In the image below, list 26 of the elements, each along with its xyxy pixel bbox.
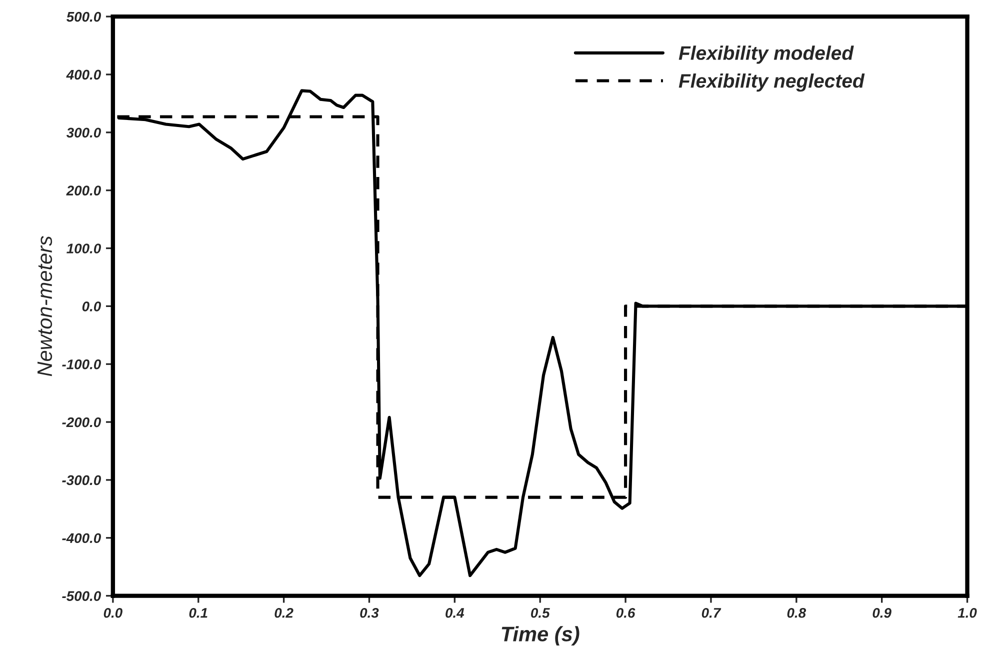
legend-label: Flexibility modeled	[678, 46, 854, 64]
y-tick-label: 100.0	[66, 244, 101, 254]
y-tick-label: 300.0	[66, 128, 101, 138]
y-tick-label: -500.0	[62, 591, 101, 601]
y-tick-label: -200.0	[62, 417, 101, 428]
y-tick-label: -400.0	[62, 533, 101, 544]
y-tick-label: -300.0	[62, 475, 101, 486]
x-tick-label: 0.6	[616, 608, 636, 618]
y-tick-label: 500.0	[66, 12, 101, 22]
x-tick-label: 0.4	[446, 608, 464, 618]
x-tick-label: 0.5	[531, 608, 550, 618]
y-tick-label: -100.0	[62, 359, 101, 370]
x-tick-label: 0.8	[787, 608, 806, 618]
x-tick-label: 0.1	[189, 608, 208, 618]
y-axis-title: Newton-meters	[38, 236, 52, 376]
x-tick-label: 0.3	[360, 608, 379, 618]
y-tick-label: 400.0	[66, 70, 101, 80]
legend-label: Flexibility neglected	[678, 73, 865, 92]
x-tick-label: 0.0	[104, 608, 122, 618]
x-tick-label: 0.2	[274, 608, 294, 618]
y-tick-label: 0.0	[82, 302, 101, 312]
y-tick-label: 200.0	[66, 186, 101, 196]
x-tick-label: 1.0	[958, 608, 977, 618]
x-tick-label: 0.7	[702, 608, 722, 618]
x-axis-title: Time (s)	[502, 626, 580, 646]
x-tick-label: 0.9	[872, 608, 892, 618]
